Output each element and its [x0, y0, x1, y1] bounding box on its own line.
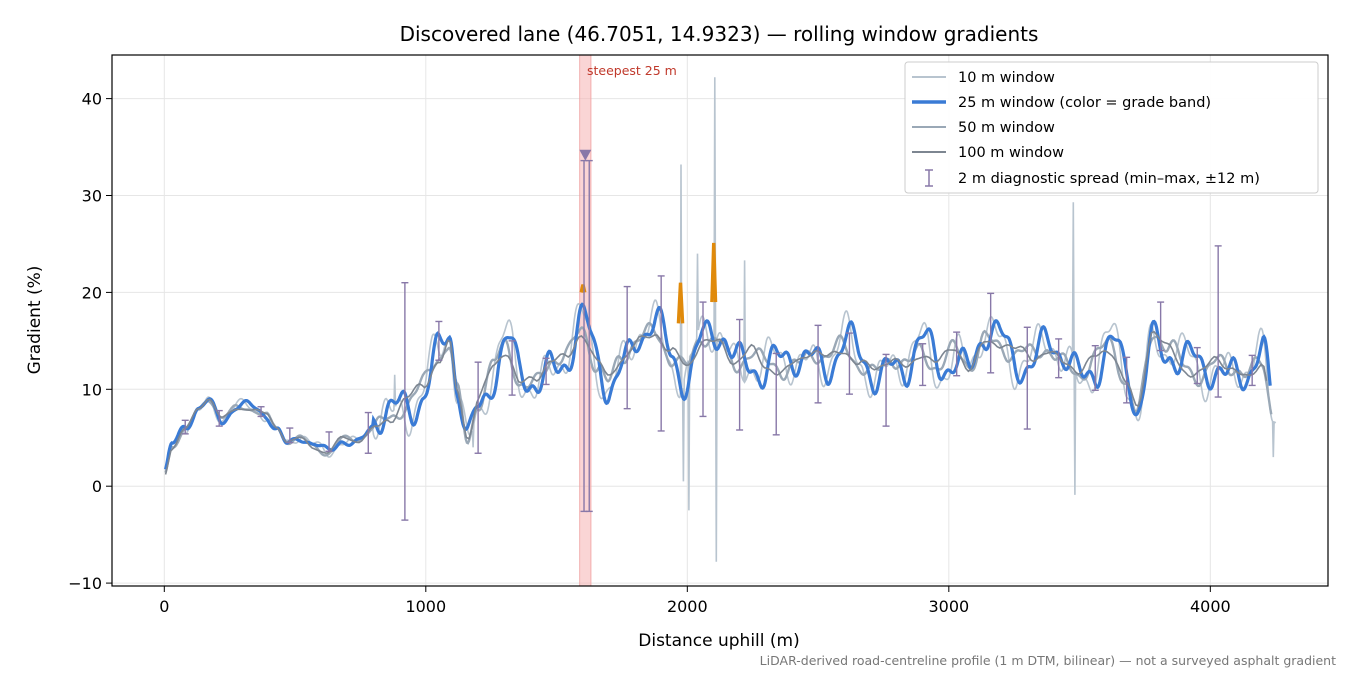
- spread-error-bar: [1123, 356, 1131, 404]
- steepest-annotation: steepest 25 m: [587, 63, 677, 78]
- spread-error-bar: [286, 427, 294, 444]
- legend-frame: [904, 61, 1319, 194]
- spread-error-bar: [882, 353, 890, 427]
- series-100m-line: [164, 330, 1268, 475]
- x-tick-label: 4000: [1190, 597, 1231, 616]
- spread-error-bar: [215, 409, 223, 427]
- x-axis-title: Distance uphill (m): [638, 631, 799, 651]
- spread-error-bar: [845, 332, 853, 395]
- spread-error-bar: [1248, 354, 1256, 387]
- spread-error-bar: [657, 275, 665, 432]
- x-tick-label: 1000: [405, 597, 446, 616]
- spread-error-bar: [542, 357, 550, 386]
- spread-error-bar: [364, 411, 372, 454]
- spread-error-bar: [325, 431, 333, 453]
- series-25m-steep-segment: [676, 282, 685, 324]
- spread-error-bar: [772, 352, 780, 436]
- legend-label-25m: 25 m window (color = grade band): [958, 95, 1211, 111]
- y-tick-label: 20: [82, 283, 102, 302]
- legend-label-spread: 2 m diagnostic spread (min–max, ±12 m): [958, 171, 1260, 187]
- spread-error-bar: [1157, 301, 1165, 352]
- spread-error-bar: [814, 324, 822, 404]
- spread-error-bar: [257, 406, 265, 418]
- series-25m-line: [164, 302, 1272, 470]
- spread-error-bar: [1214, 245, 1222, 398]
- y-axis-title: Gradient (%): [25, 266, 45, 375]
- spread-error-bar: [474, 361, 482, 454]
- spread-error-bar: [919, 343, 927, 387]
- steepest-marker: [579, 149, 592, 161]
- spread-error-bar: [181, 419, 189, 435]
- spread-error-bar: [736, 318, 744, 431]
- spread-error-bar: [508, 340, 516, 396]
- spread-error-bar: [435, 320, 443, 361]
- y-tick-label: 40: [82, 90, 102, 109]
- legend: 10 m window 25 m window (color = grade b…: [904, 61, 1319, 194]
- x-tick-label: 3000: [928, 597, 969, 616]
- legend-label-100m: 100 m window: [958, 145, 1064, 161]
- x-tick-label: 2000: [667, 597, 708, 616]
- y-tick-label: 30: [82, 187, 102, 206]
- spread-error-bar: [953, 331, 961, 377]
- series-25m-steep-segment: [710, 242, 718, 303]
- spread-error-bar: [585, 159, 593, 513]
- spread-error-bar: [1193, 346, 1201, 385]
- spread-error-bar: [699, 301, 707, 418]
- chart-title: Discovered lane (46.7051, 14.9323) — rol…: [400, 22, 1039, 46]
- spread-error-bar: [987, 292, 995, 374]
- x-tick-label: 0: [159, 597, 169, 616]
- spread-error-bar: [1091, 344, 1099, 391]
- axes: 0 1000 2000 3000 4000 −10 0 10 20 30 40: [68, 54, 1329, 616]
- legend-label-50m: 50 m window: [958, 120, 1055, 136]
- y-tick-label: 0: [92, 477, 102, 496]
- spread-error-bar: [401, 282, 409, 521]
- plot-area: [164, 77, 1277, 562]
- y-tick-label: −10: [68, 574, 102, 593]
- footnote: LiDAR-derived road-centreline profile (1…: [760, 653, 1336, 668]
- y-tick-label: 10: [82, 380, 102, 399]
- axes-frame: [111, 54, 1329, 587]
- spread-error-bar: [623, 285, 631, 410]
- spread-error-bar: [1055, 338, 1063, 379]
- legend-swatch-spread: [925, 169, 933, 187]
- spread-error-bar: [1023, 326, 1031, 430]
- legend-label-10m: 10 m window: [958, 70, 1055, 86]
